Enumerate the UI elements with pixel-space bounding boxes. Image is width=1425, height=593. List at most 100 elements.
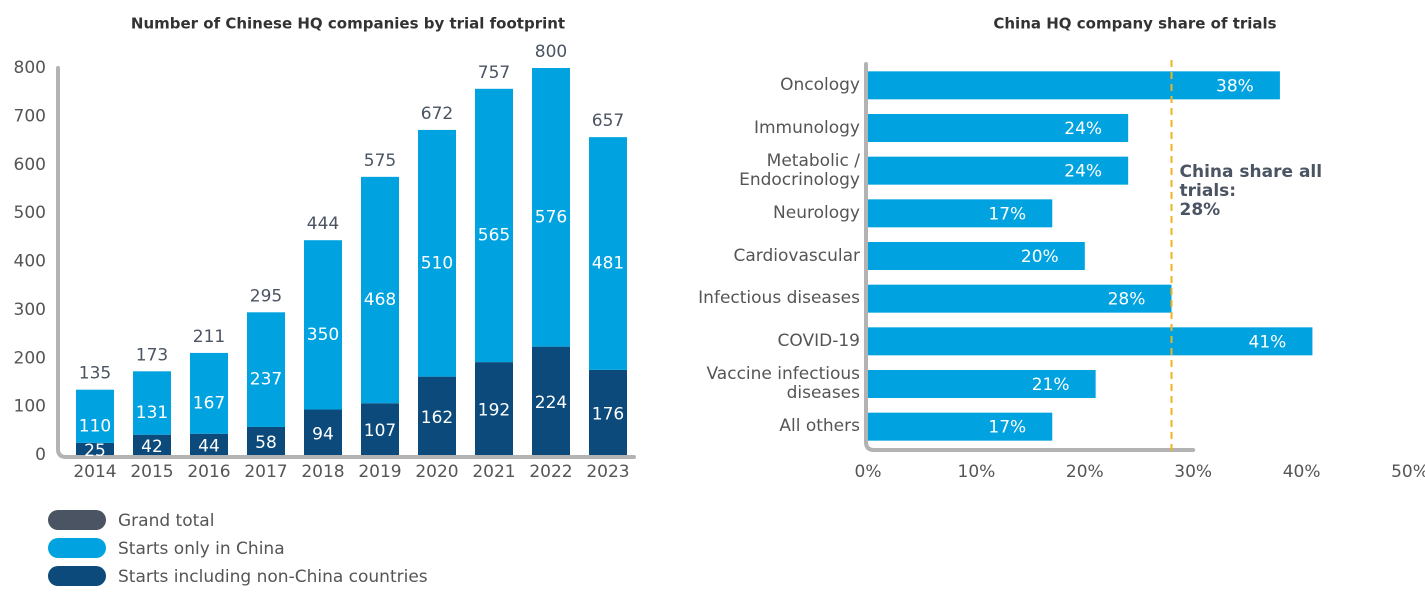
x-tick-label: 2016	[187, 462, 230, 482]
bar-segment	[532, 346, 570, 455]
value-label: 24%	[1064, 119, 1102, 139]
category-label: Infectious diseases	[698, 288, 860, 309]
category-label: COVID-19	[777, 330, 860, 351]
bar-segment	[76, 442, 114, 455]
annotation: China share all trials: 28%	[1179, 162, 1323, 220]
category-label: Vaccine infectious diseases	[706, 364, 861, 403]
value-label: 162	[421, 408, 453, 428]
legend-label: Starts including non-China countries	[118, 567, 428, 587]
value-label: 167	[193, 393, 225, 413]
value-label: 24%	[1064, 162, 1102, 182]
bar-segment	[76, 389, 114, 443]
value-label: 17%	[988, 418, 1026, 438]
value-label: 42	[141, 437, 163, 457]
total-label: 444	[307, 214, 339, 234]
value-label: 58	[255, 433, 277, 453]
bar-segment	[304, 409, 342, 455]
x-tick-label: 2021	[472, 462, 515, 482]
x-tick-label: 10%	[958, 462, 996, 482]
value-label: 176	[592, 404, 624, 424]
value-label: 41%	[1249, 332, 1287, 352]
bar-segment	[247, 426, 285, 455]
bar	[868, 71, 1280, 100]
category-label: Oncology	[780, 74, 860, 95]
bar	[868, 156, 1129, 185]
value-label: 192	[478, 401, 510, 421]
value-label: 44	[198, 436, 220, 456]
value-label: 350	[307, 325, 339, 345]
bar	[868, 412, 1053, 441]
value-label: 28%	[1108, 290, 1146, 310]
bar-segment	[361, 403, 399, 455]
bar-segment	[133, 371, 171, 435]
total-label: 575	[364, 151, 396, 171]
x-tick-label: 2022	[529, 462, 572, 482]
axis-line	[56, 66, 636, 459]
legend-swatch	[48, 510, 106, 530]
value-label: 576	[535, 207, 567, 227]
value-label: 20%	[1021, 247, 1059, 267]
y-tick-label: 600	[14, 155, 46, 175]
x-tick-label: 30%	[1174, 462, 1212, 482]
y-tick-label: 400	[14, 252, 46, 272]
axis-line	[864, 62, 1196, 452]
bar-segment	[133, 434, 171, 455]
value-label: 468	[364, 290, 396, 310]
bar-segment	[418, 129, 456, 377]
category-label: Metabolic / Endocrinology	[739, 150, 860, 190]
value-label: 17%	[988, 204, 1026, 224]
x-tick-label: 2020	[415, 462, 458, 482]
category-label: Immunology	[753, 117, 860, 138]
value-label: 237	[250, 370, 282, 390]
x-tick-label: 2014	[73, 462, 116, 482]
bar-segment	[589, 137, 627, 370]
legend-swatch	[48, 566, 106, 586]
x-tick-label: 2018	[301, 462, 344, 482]
value-label: 510	[421, 253, 453, 273]
y-tick-label: 700	[14, 106, 46, 126]
y-tick-label: 0	[35, 445, 46, 465]
x-tick-label: 2019	[358, 462, 401, 482]
total-label: 672	[421, 104, 453, 124]
total-label: 757	[478, 63, 510, 83]
y-tick-label: 100	[14, 397, 46, 417]
total-label: 211	[193, 327, 225, 347]
bar	[868, 327, 1313, 356]
value-label: 110	[79, 416, 111, 436]
total-label: 800	[535, 42, 567, 62]
total-label: 135	[79, 364, 111, 384]
bar	[868, 199, 1053, 228]
value-label: 38%	[1216, 76, 1254, 96]
value-label: 131	[136, 403, 168, 423]
bar-segment	[361, 176, 399, 404]
total-label: 295	[250, 286, 282, 306]
x-tick-label: 50%	[1391, 462, 1425, 482]
x-tick-label: 2017	[244, 462, 287, 482]
bar-segment	[247, 312, 285, 427]
legend-label: Starts only in China	[118, 539, 285, 559]
value-label: 224	[535, 393, 567, 413]
bar	[868, 370, 1096, 398]
value-label: 565	[478, 225, 510, 245]
value-label: 107	[364, 421, 396, 441]
bar-segment	[532, 68, 570, 347]
chart-title: Number of Chinese HQ companies by trial …	[131, 15, 565, 33]
value-label: 94	[312, 424, 334, 444]
bar-segment	[589, 369, 627, 455]
category-label: Neurology	[773, 202, 860, 223]
bar	[868, 242, 1085, 270]
bar-segment	[475, 362, 513, 455]
y-tick-label: 300	[14, 300, 46, 320]
chart-title: China HQ company share of trials	[993, 15, 1276, 33]
bar-segment	[475, 88, 513, 363]
x-tick-label: 40%	[1283, 462, 1321, 482]
bar-segment	[190, 433, 228, 455]
legend-swatch	[48, 538, 106, 558]
legend-label: Grand total	[118, 511, 214, 531]
y-tick-label: 200	[14, 348, 46, 368]
total-label: 657	[592, 111, 624, 131]
x-tick-label: 0%	[855, 462, 882, 482]
x-tick-label: 2023	[586, 462, 629, 482]
total-label: 173	[136, 345, 168, 365]
